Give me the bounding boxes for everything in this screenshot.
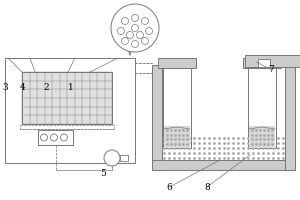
Circle shape xyxy=(131,40,139,47)
Text: 4: 4 xyxy=(20,84,26,92)
Circle shape xyxy=(118,27,124,34)
Circle shape xyxy=(111,4,159,52)
Text: 6: 6 xyxy=(167,182,172,192)
Bar xyxy=(248,68,276,148)
Text: 8: 8 xyxy=(204,182,210,192)
Text: 2: 2 xyxy=(44,84,49,92)
Bar xyxy=(152,160,295,170)
Text: 7: 7 xyxy=(268,66,274,74)
Circle shape xyxy=(142,18,148,24)
Circle shape xyxy=(136,31,143,38)
Bar xyxy=(5,58,135,163)
Circle shape xyxy=(40,134,47,141)
Circle shape xyxy=(122,38,128,45)
Circle shape xyxy=(146,27,152,34)
Circle shape xyxy=(61,134,68,141)
Bar xyxy=(158,58,196,68)
Circle shape xyxy=(104,150,120,166)
Text: 3: 3 xyxy=(3,84,8,92)
Bar xyxy=(164,126,190,148)
Circle shape xyxy=(131,24,139,31)
Bar xyxy=(243,58,281,68)
Bar xyxy=(20,125,114,129)
Bar xyxy=(38,130,73,145)
Text: 5: 5 xyxy=(100,168,106,178)
Circle shape xyxy=(142,38,148,45)
Bar xyxy=(163,68,191,148)
Text: 1: 1 xyxy=(68,84,74,92)
Bar xyxy=(152,65,162,170)
Bar xyxy=(285,65,295,170)
Circle shape xyxy=(131,15,139,21)
Bar xyxy=(120,155,128,161)
Bar xyxy=(245,55,300,67)
Circle shape xyxy=(127,31,134,38)
Circle shape xyxy=(50,134,58,141)
Bar xyxy=(22,72,112,124)
Bar xyxy=(249,126,275,148)
Bar xyxy=(258,59,270,67)
Circle shape xyxy=(122,18,128,24)
